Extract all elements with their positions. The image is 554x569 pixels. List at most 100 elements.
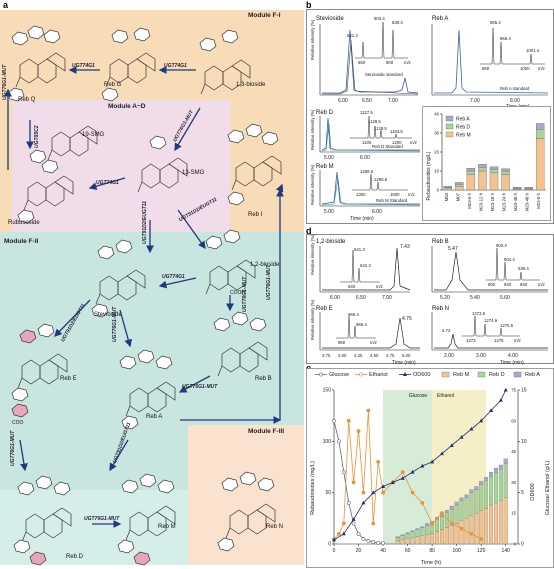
bar-segment (435, 531, 440, 545)
subplot-title: Reb B (432, 239, 449, 245)
mz-label: m/z (370, 340, 377, 345)
compound-reb-m: Reb M (158, 524, 176, 530)
bar-segment (503, 463, 508, 498)
y-axis-label: Relative intensity (%) (310, 109, 315, 150)
panel-label-e: e (306, 363, 312, 373)
legend-swatch (445, 123, 454, 130)
ms-peak: 1289.6 (360, 169, 374, 174)
bar-segment (493, 472, 498, 504)
module-fi-title: Module F-I (248, 12, 281, 19)
subplot-title: Reb D (316, 110, 334, 116)
compound-reb-b: Reb B (255, 376, 272, 382)
x-tick-label: M23-6 h (467, 192, 472, 208)
bar-segment (484, 480, 489, 509)
bar-segment (443, 186, 452, 188)
compound-reb-e: Reb E (60, 376, 77, 382)
bar-segment (503, 497, 508, 545)
glucose-phase-bg (383, 390, 433, 544)
bar-segment (536, 123, 545, 130)
x-tick: 4.50 (370, 353, 379, 358)
bar-segment (395, 540, 400, 545)
y-tick-label: 150 (323, 388, 332, 394)
series-point (356, 429, 361, 433)
bar-segment (479, 484, 484, 511)
series-point (361, 490, 366, 495)
y3-axis-label: OD600 (530, 483, 536, 500)
od600-point (420, 463, 425, 468)
subplot-title: Reb N (432, 306, 449, 312)
y-axis-label: Relative intensity (%) (310, 19, 315, 60)
bar-segment (464, 494, 469, 498)
series-point (479, 536, 484, 541)
bar-segment (425, 523, 430, 526)
y2-tick-label: 5 (521, 490, 524, 496)
y-tick-label: 0 (437, 188, 440, 193)
ms-tick: 960 (338, 340, 346, 345)
x-tick: 8.00 (510, 98, 520, 104)
module-fiii-bg (188, 425, 304, 565)
ms-peak: 803.4 (496, 243, 507, 248)
ms-tick: 1273 (466, 338, 476, 343)
series-point (381, 490, 385, 495)
series-point (341, 521, 346, 526)
rt-peak: 2.72 (442, 328, 451, 333)
bar-segment (454, 501, 459, 506)
bar-segment (415, 528, 420, 530)
x-tick: 5.60 (500, 295, 510, 301)
od600-point (371, 490, 376, 495)
mz-label: m/z (514, 338, 521, 343)
x-tick-label: 140 (502, 548, 511, 554)
subplot-reb-n: Reb N 2.72 1273.5 1274.6 1275.5 1273 127… (431, 306, 548, 359)
bar-segment (474, 489, 479, 514)
od600-point (361, 500, 366, 505)
bar-segment (410, 537, 415, 545)
ms-peak: 965.4 (348, 312, 359, 317)
y2-tick-label: 0 (521, 542, 524, 548)
legend-label: OD600 (413, 372, 430, 378)
enzyme-label: UGT74G1 (72, 63, 95, 69)
y3-tick-label: 45 (511, 449, 516, 454)
ms-tick: 1200 (392, 140, 402, 145)
bar-segment (469, 515, 474, 545)
x-tick: 4.25 (354, 353, 363, 358)
series-point (361, 536, 366, 541)
std-label: Reb M Standard (376, 198, 408, 203)
subplot-title: Reb E (316, 306, 333, 312)
bar-segment (489, 504, 493, 545)
legend-label: Reb D (489, 372, 505, 378)
series-point (376, 459, 381, 464)
y-tick-label: 20 (434, 150, 439, 155)
enzyme-label: UGT74G1 (162, 274, 185, 280)
bar-segment (484, 507, 489, 545)
x-tick: 4.00 (508, 353, 518, 359)
y3-tick-label: 15 (511, 511, 516, 516)
series-point (376, 541, 381, 545)
ms-peak: 1273.5 (472, 311, 486, 316)
module-fiii-title: Module F-III (248, 428, 285, 435)
x-tick-label: M23-18 h (490, 192, 495, 211)
series-point (420, 501, 425, 505)
y-tick-label: 0 (328, 542, 331, 548)
ms-tick: 1000 (520, 66, 530, 71)
x-tick: 6.00 (330, 295, 340, 301)
bar-segment (395, 536, 400, 538)
x-tick-label: 120 (477, 548, 486, 554)
bar-segment (454, 504, 459, 524)
x-tick-label: M24-0 h (536, 192, 541, 208)
series-point (366, 539, 371, 543)
compound-reb-n: Reb N (266, 524, 284, 530)
x-tick-label: 0 (333, 548, 336, 554)
ms-peak: 839.3 (392, 20, 403, 25)
panel-label-d: d (306, 226, 312, 236)
bar-segment (479, 481, 484, 485)
compound-13-smg: 13-SMG (182, 170, 205, 176)
series-point (430, 521, 435, 526)
x-tick-label: M04 (444, 192, 449, 201)
series-point (337, 439, 341, 444)
bar-segment (425, 525, 430, 535)
bar-segment (498, 468, 503, 502)
y-axis-label: Rebaudiosides (mg/L) (426, 151, 432, 200)
series-point (337, 531, 341, 536)
compound-reb-g: Reb G (104, 82, 122, 88)
series-point (351, 521, 356, 526)
